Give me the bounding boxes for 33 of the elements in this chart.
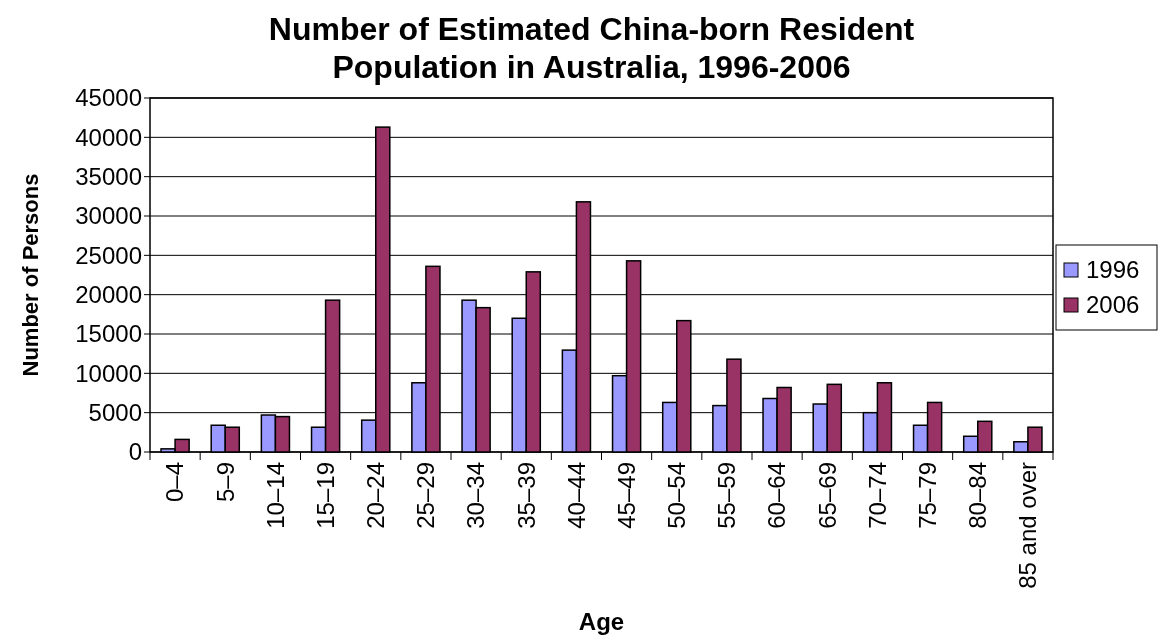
x-tick-label: 85 and over — [1014, 462, 1042, 589]
y-axis-title: Number of Persons — [17, 173, 43, 377]
x-tick-label: 75–79 — [913, 462, 941, 529]
x-tick-label: 55–59 — [713, 462, 741, 529]
legend-label: 2006 — [1086, 291, 1140, 319]
legend-label: 1996 — [1086, 256, 1140, 284]
x-tick-label: 35–39 — [512, 462, 540, 529]
chart-title: Number of Estimated China-born Resident Population in Australia, 1996-2006 — [268, 11, 915, 85]
x-tick-label: 40–44 — [562, 462, 590, 529]
y-tick-label: 5000 — [88, 399, 142, 427]
x-tick-label: 65–69 — [813, 462, 841, 529]
y-tick-label: 45000 — [75, 84, 142, 112]
x-tick-label: 25–29 — [412, 462, 440, 529]
y-tick-label: 30000 — [75, 202, 142, 230]
y-tick-label: 0 — [128, 438, 142, 466]
y-tick-label: 40000 — [75, 123, 142, 151]
x-tick-label: 60–64 — [763, 462, 791, 529]
x-tick-label: 70–74 — [863, 462, 891, 529]
x-tick-label: 10–14 — [261, 462, 289, 529]
x-tick-label: 15–19 — [311, 462, 339, 529]
x-tick-label: 45–49 — [612, 462, 640, 529]
x-axis-title: Age — [578, 608, 625, 635]
y-tick-label: 25000 — [75, 241, 142, 269]
x-tick-label: 0–4 — [161, 462, 189, 503]
x-tick-label: 5–9 — [211, 462, 239, 503]
x-tick-label: 80–84 — [964, 462, 992, 529]
x-tick-label: 50–54 — [663, 462, 691, 529]
y-tick-label: 35000 — [75, 163, 142, 191]
y-tick-label: 20000 — [75, 281, 142, 309]
y-tick-label: 15000 — [75, 320, 142, 348]
x-tick-label: 30–34 — [462, 462, 490, 529]
y-tick-label: 10000 — [75, 359, 142, 387]
x-tick-label: 20–24 — [362, 462, 390, 529]
